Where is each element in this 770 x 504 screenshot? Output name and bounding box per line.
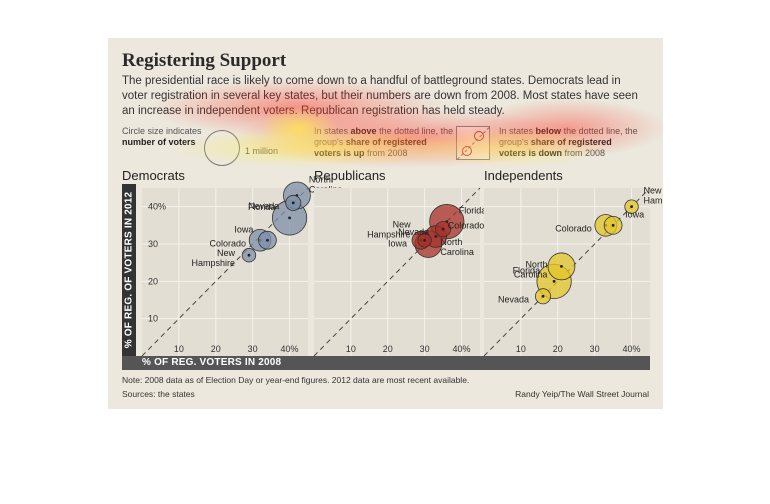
data-point-center	[288, 216, 291, 220]
legend-size-text: Circle size indicates number of voters	[122, 126, 202, 147]
data-point-center	[441, 227, 445, 231]
data-point-center	[423, 238, 427, 242]
legend-size-circle	[204, 130, 240, 166]
x-tick-label: 10	[346, 344, 356, 354]
diagonal-line	[141, 187, 309, 356]
data-point-center	[560, 265, 563, 268]
point-label: Nevada	[498, 294, 529, 304]
legend-diagonal-icon	[456, 126, 490, 160]
x-axis-bar: % OF REG. VOTERS IN 2008	[122, 356, 650, 370]
point-label: Iowa	[388, 238, 407, 248]
chart-title: Registering Support	[122, 50, 287, 71]
point-label: Hampshire	[644, 196, 663, 206]
data-point-center	[291, 201, 295, 205]
point-label: New	[644, 186, 663, 196]
point-label: Florida	[248, 202, 276, 212]
infographic: Registering Support The presidential rac…	[108, 38, 663, 409]
x-tick-label: 30	[420, 344, 430, 354]
point-label: North	[525, 259, 547, 269]
point-label: Colorado	[555, 223, 592, 233]
chart-subtitle: The presidential race is likely to come …	[122, 75, 638, 117]
x-tick-label: 40%	[623, 344, 641, 354]
data-point-center	[247, 253, 251, 257]
x-tick-label: 20	[553, 344, 563, 354]
point-label: Iowa	[234, 224, 253, 234]
point-label: Florida	[459, 206, 487, 216]
sources: Sources: the states	[122, 389, 195, 399]
x-axis-label: % OF REG. VOTERS IN 2008	[142, 357, 282, 368]
point-label: New	[393, 219, 412, 229]
x-tick-label: 30	[590, 344, 600, 354]
data-point-center	[611, 223, 615, 227]
point-label: North	[440, 237, 462, 247]
y-axis-label: % OF REG. OF VOTERS IN 2012	[123, 191, 135, 349]
panel-title: Republicans	[314, 168, 386, 183]
point-label: North	[309, 174, 331, 184]
x-tick-label: 40%	[453, 344, 471, 354]
point-label: Florida	[513, 265, 541, 275]
point-label: New	[217, 248, 236, 258]
point-label: Colorado	[448, 221, 485, 231]
panel-title: Democrats	[122, 168, 185, 183]
legend-size-value: 1 million	[245, 146, 279, 156]
diagonal-line	[313, 187, 481, 356]
x-tick-label: 20	[211, 344, 221, 354]
y-axis-bar: % OF REG. OF VOTERS IN 2012	[122, 184, 136, 356]
x-tick-label: 20	[383, 344, 393, 354]
y-tick-label: 30	[148, 239, 158, 249]
point-label: Carolina	[514, 269, 548, 279]
point-label: Colorado	[210, 238, 247, 248]
legend-above-text: In states above the dotted line, the gro…	[314, 126, 454, 158]
y-tick-label: 40%	[148, 202, 166, 212]
data-point-center	[434, 235, 438, 238]
panel-title: Independents	[484, 168, 563, 183]
credit: Randy Yeip/The Wall Street Journal	[515, 389, 649, 399]
point-label: Iowa	[625, 209, 644, 219]
data-point-center	[266, 238, 269, 242]
data-point-center	[541, 294, 545, 298]
point-label: Carolina	[440, 247, 474, 257]
point-label: Nevada	[248, 201, 279, 211]
data-point-center	[630, 205, 633, 209]
footnote: Note: 2008 data as of Election Day or ye…	[122, 375, 470, 385]
legend-below-text: In states below the dotted line, the gro…	[499, 126, 638, 158]
x-tick-label: 10	[174, 344, 184, 354]
y-tick-label: 10	[148, 314, 158, 324]
x-tick-label: 30	[248, 344, 258, 354]
point-label: Nevada	[398, 227, 429, 237]
point-label: Hampshire	[191, 258, 235, 268]
data-point-center	[552, 279, 556, 283]
x-tick-label: 40%	[281, 344, 299, 354]
point-label: Hampshire	[367, 229, 411, 239]
scatter-panels: Democrats10203040%10203040%NorthCarolina…	[122, 168, 663, 356]
x-tick-label: 10	[516, 344, 526, 354]
y-tick-label: 20	[148, 276, 158, 286]
